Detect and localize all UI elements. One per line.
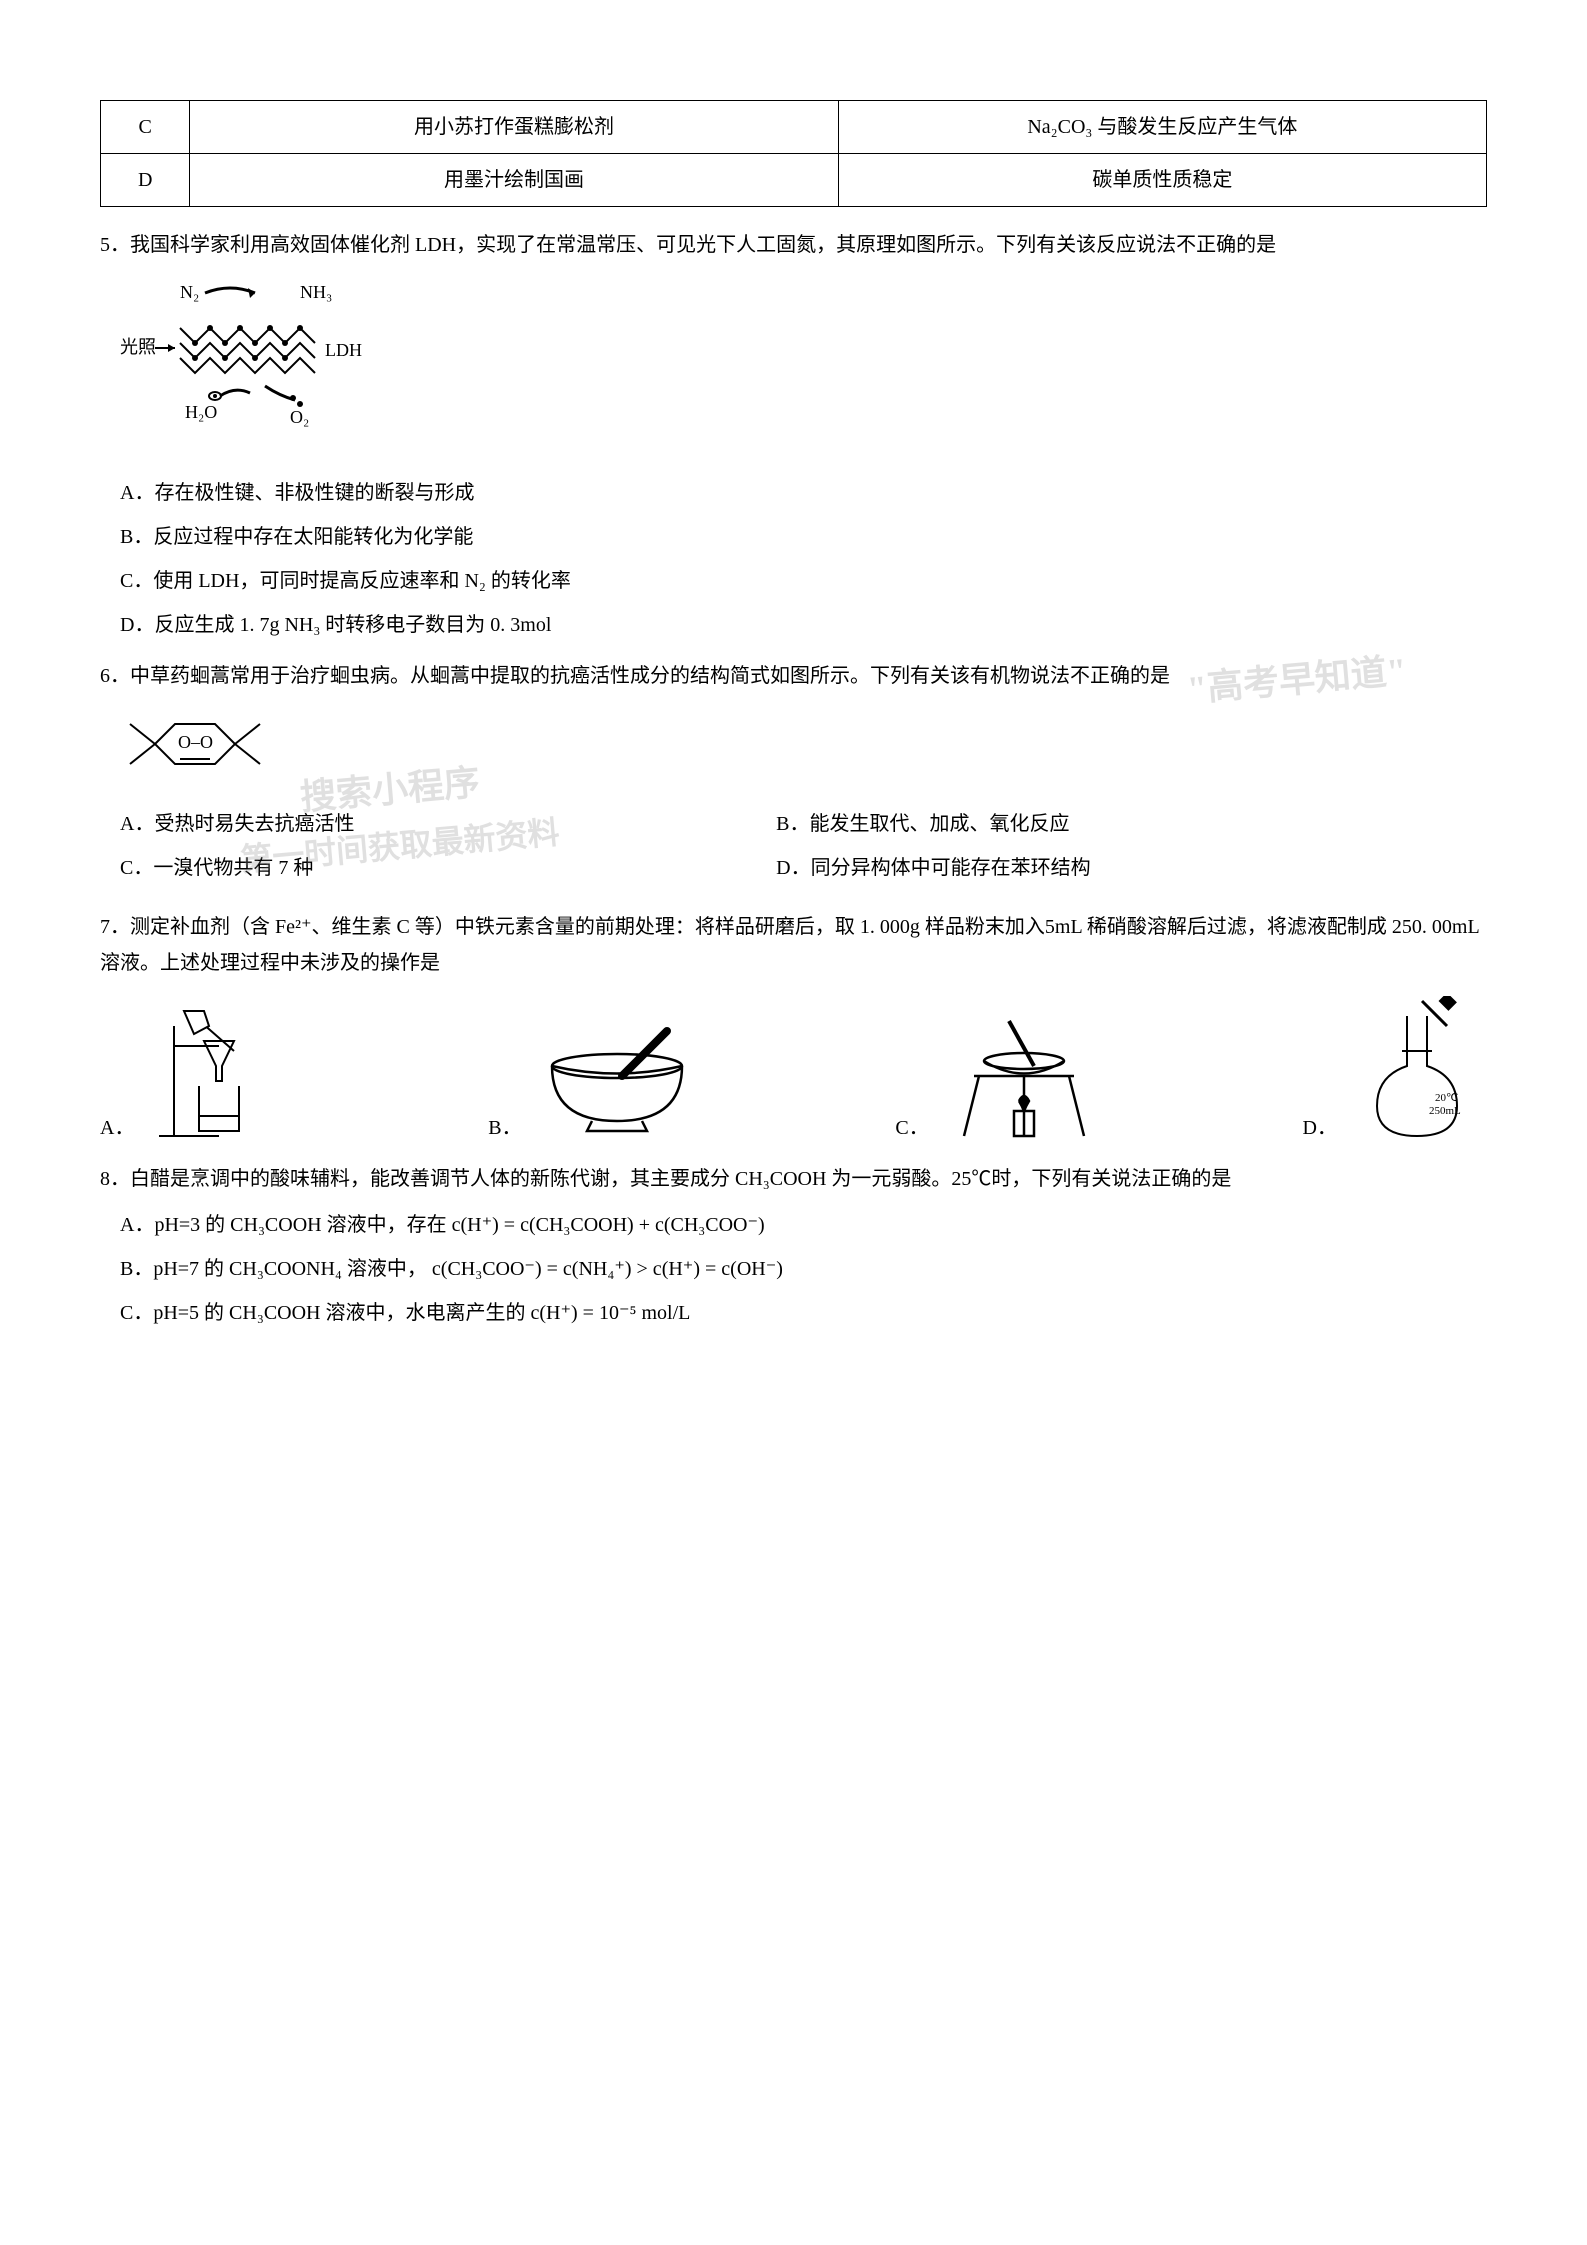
- ldh-diagram: N₂ NH₃ 光照 LDH H₂O: [120, 278, 1487, 460]
- option-a: A．pH=3 的 CH₃COOH 溶液中，存在 c(H⁺) = c(CH₃COO…: [120, 1207, 1487, 1243]
- option-b: B．反应过程中存在太阳能转化为化学能: [120, 519, 1487, 555]
- option-c: C．使用 LDH，可同时提高反应速率和 N₂ 的转化率: [120, 563, 1487, 599]
- apparatus-c: C．: [895, 1006, 1108, 1146]
- question-text: 5．我国科学家利用高效固体催化剂 LDH，实现了在常温常压、可见光下人工固氮，其…: [100, 227, 1487, 263]
- table-cell-label: D: [101, 154, 190, 207]
- table-row: C 用小苏打作蛋糕膨松剂 Na₂CO₃ 与酸发生反应产生气体: [101, 101, 1487, 154]
- question-body: ．我国科学家利用高效固体催化剂 LDH，实现了在常温常压、可见光下人工固氮，其原…: [110, 234, 1276, 256]
- question-body: ．白醋是烹调中的酸味辅料，能改善调节人体的新陈代谢，其主要成分 CH₃COOH …: [110, 1168, 1231, 1190]
- ldh-label: LDH: [325, 340, 362, 360]
- question-text: 7．测定补血剂（含 Fe²⁺、维生素 C 等）中铁元素含量的前期处理：将样品研磨…: [100, 909, 1487, 981]
- question-number: 6: [100, 665, 110, 687]
- table-cell-principle: 碳单质性质稳定: [838, 154, 1486, 207]
- question-number: 8: [100, 1168, 110, 1190]
- flask-volume-label: 250mL: [1429, 1105, 1461, 1117]
- option-d: D．同分异构体中可能存在苯环结构: [776, 850, 1432, 886]
- light-label: 光照: [120, 337, 156, 357]
- option-label-c: C．: [895, 1110, 928, 1146]
- question-7: 7．测定补血剂（含 Fe²⁺、维生素 C 等）中铁元素含量的前期处理：将样品研磨…: [100, 909, 1487, 1146]
- question-5: 5．我国科学家利用高效固体催化剂 LDH，实现了在常温常压、可见光下人工固氮，其…: [100, 227, 1487, 643]
- molecular-structure: O–O: [120, 704, 1487, 796]
- apparatus-b: B．: [488, 1026, 701, 1146]
- table-row: D 用墨汁绘制国画 碳单质性质稳定: [101, 154, 1487, 207]
- option-a: A．受热时易失去抗癌活性: [120, 806, 776, 842]
- options-table: C 用小苏打作蛋糕膨松剂 Na₂CO₃ 与酸发生反应产生气体 D 用墨汁绘制国画…: [100, 100, 1487, 207]
- option-label-b: B．: [488, 1110, 521, 1146]
- apparatus-a: A．: [100, 1006, 294, 1146]
- option-label-a: A．: [100, 1110, 134, 1146]
- apparatus-options: A． B．: [100, 996, 1487, 1146]
- table-cell-label: C: [101, 101, 190, 154]
- mortar-pestle-icon: [532, 1026, 702, 1146]
- question-number: 5: [100, 234, 110, 256]
- svg-text:O–O: O–O: [178, 732, 213, 752]
- table-cell-usage: 用墨汁绘制国画: [190, 154, 838, 207]
- table-cell-principle: Na₂CO₃ 与酸发生反应产生气体: [838, 101, 1486, 154]
- evaporation-dish-icon: [939, 1006, 1109, 1146]
- question-body: ．测定补血剂（含 Fe²⁺、维生素 C 等）中铁元素含量的前期处理：将样品研磨后…: [100, 916, 1479, 974]
- question-6: "高考早知道" 搜索小程序 第一时间获取最新资料 6．中草药蛔蒿常用于治疗蛔虫病…: [100, 658, 1487, 894]
- option-d: D．反应生成 1. 7g NH₃ 时转移电子数目为 0. 3mol: [120, 607, 1487, 643]
- filtration-apparatus-icon: [144, 1006, 294, 1146]
- question-body: ．中草药蛔蒿常用于治疗蛔虫病。从蛔蒿中提取的抗癌活性成分的结构简式如图所示。下列…: [110, 665, 1170, 687]
- n2-label: N₂: [180, 282, 199, 302]
- apparatus-d: D． 20℃ 250mL: [1303, 996, 1487, 1146]
- option-c: C．pH=5 的 CH₃COOH 溶液中，水电离产生的 c(H⁺) = 10⁻⁵…: [120, 1295, 1487, 1331]
- option-c: C．一溴代物共有 7 种: [120, 850, 776, 886]
- option-a: A．存在极性键、非极性键的断裂与形成: [120, 475, 1487, 511]
- option-b: B．能发生取代、加成、氧化反应: [776, 806, 1432, 842]
- option-label-d: D．: [1303, 1110, 1337, 1146]
- flask-temp-label: 20℃: [1435, 1092, 1458, 1104]
- nh3-label: NH₃: [300, 282, 332, 302]
- h2o-label: H₂O: [185, 402, 217, 422]
- table-cell-usage: 用小苏打作蛋糕膨松剂: [190, 101, 838, 154]
- question-8: 8．白醋是烹调中的酸味辅料，能改善调节人体的新陈代谢，其主要成分 CH₃COOH…: [100, 1161, 1487, 1331]
- volumetric-flask-icon: 20℃ 250mL: [1347, 996, 1487, 1146]
- options-grid: A．受热时易失去抗癌活性 B．能发生取代、加成、氧化反应 C．一溴代物共有 7 …: [120, 806, 1487, 894]
- question-number: 7: [100, 916, 110, 938]
- option-b: B．pH=7 的 CH₃COONH₄ 溶液中， c(CH₃COO⁻) = c(N…: [120, 1251, 1487, 1287]
- question-text: 8．白醋是烹调中的酸味辅料，能改善调节人体的新陈代谢，其主要成分 CH₃COOH…: [100, 1161, 1487, 1197]
- o2-label: O₂: [290, 407, 309, 427]
- question-text: 6．中草药蛔蒿常用于治疗蛔虫病。从蛔蒿中提取的抗癌活性成分的结构简式如图所示。下…: [100, 658, 1487, 694]
